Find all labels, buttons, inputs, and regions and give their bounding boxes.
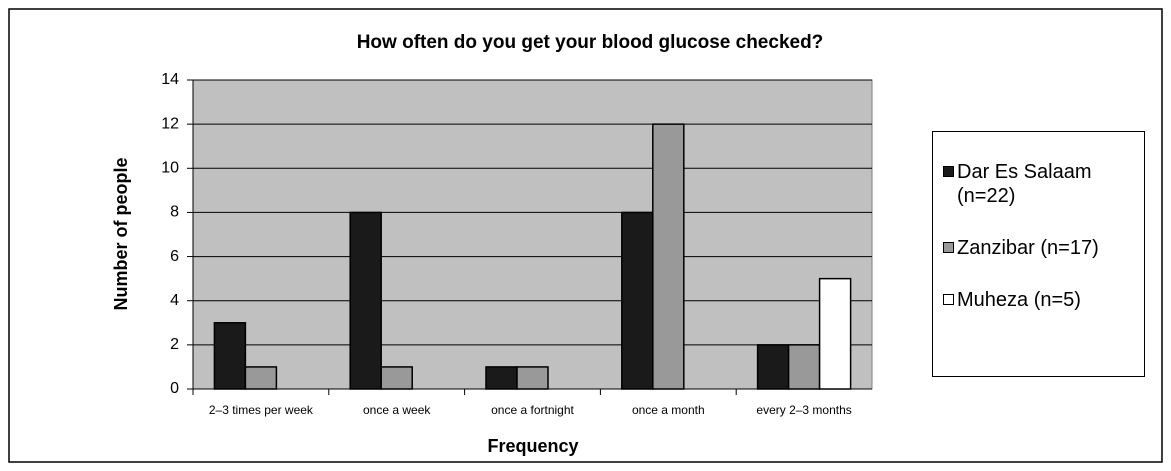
legend-label: Muheza (n=5) xyxy=(957,289,1081,311)
bar xyxy=(244,366,278,390)
bar xyxy=(621,211,654,390)
bar xyxy=(818,277,852,390)
y-tick-label: 4 xyxy=(170,292,179,309)
bar xyxy=(485,366,518,390)
legend-entry: Zanzibar (n=17) xyxy=(943,236,1136,260)
x-tick-label: once a fortnight xyxy=(491,403,574,417)
legend: Dar Es Salaam (n=22) Zanzibar (n=17) Muhez… xyxy=(932,131,1145,377)
bar xyxy=(652,123,685,390)
bar xyxy=(787,344,821,390)
legend-entry: Dar Es Salaam (n=22) xyxy=(943,160,1136,208)
y-tick-label: 14 xyxy=(161,71,179,88)
legend-swatch xyxy=(943,166,954,177)
legend-label: Dar Es Salaam (n=22) xyxy=(957,161,1092,207)
x-tick-label: once a week xyxy=(363,403,431,417)
legend-swatch xyxy=(943,242,954,253)
y-axis-label: Number of people xyxy=(111,157,131,310)
y-tick-label: 2 xyxy=(170,336,179,353)
plot-area xyxy=(192,79,873,390)
legend-entry: Muheza (n=5) xyxy=(943,288,1136,312)
y-tick-label: 10 xyxy=(161,160,179,177)
legend-swatch xyxy=(943,294,954,305)
bar xyxy=(349,211,382,390)
x-axis-label: Frequency xyxy=(487,436,578,456)
y-tick-label: 8 xyxy=(170,204,179,221)
bar xyxy=(516,366,549,390)
bar xyxy=(756,344,790,390)
x-tick-label: 2–3 times per week xyxy=(209,403,314,417)
legend-label: Zanzibar (n=17) xyxy=(957,237,1099,259)
chart-title: How often do you get your blood glucose … xyxy=(357,32,824,53)
bar xyxy=(380,366,413,390)
y-tick-label: 0 xyxy=(170,380,179,397)
y-tick-label: 6 xyxy=(170,248,179,265)
bar xyxy=(213,322,247,390)
x-tick-label: once a month xyxy=(632,403,705,417)
y-tick-label: 12 xyxy=(161,115,179,132)
x-tick-label: every 2–3 months xyxy=(756,403,851,417)
